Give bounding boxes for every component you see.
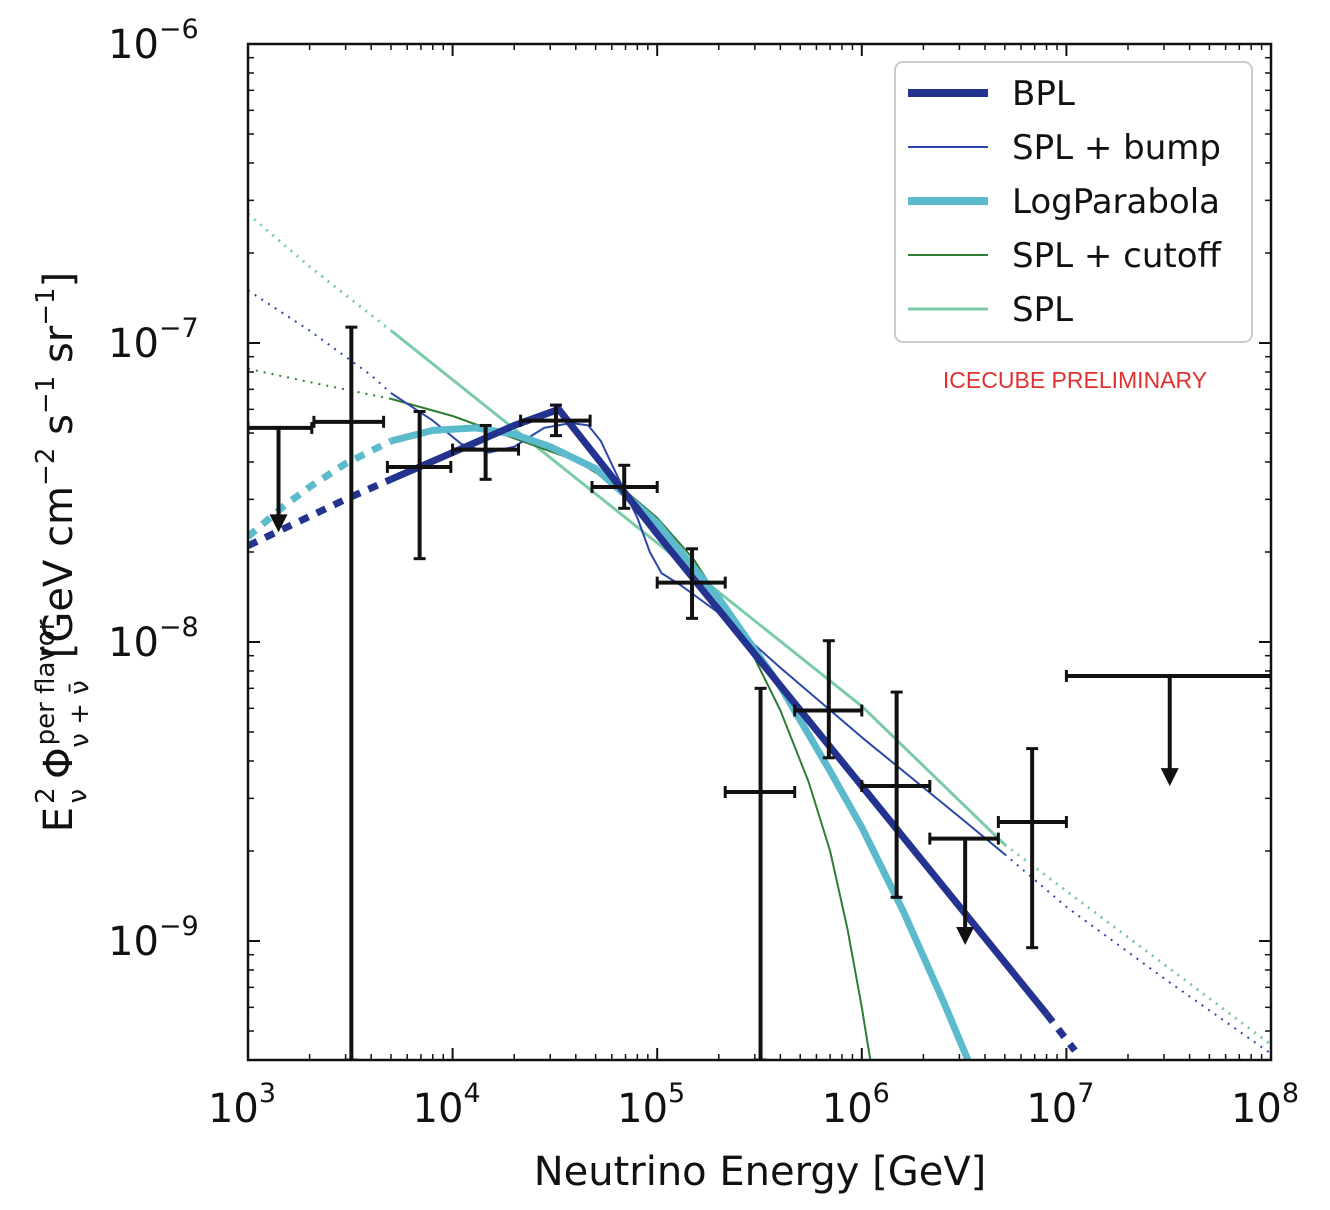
x-tick-label: 104 (413, 1078, 481, 1132)
y-axis-label: E2νΦper flavor ν + ν̄[GeV cm−2 s−1 sr−1] (31, 272, 95, 832)
y-label-e-sub: ν (63, 789, 93, 804)
x-tick-base: 10 (1231, 1086, 1282, 1132)
data-point-1 (248, 421, 314, 533)
y-label-units-close: ] (36, 272, 82, 288)
y-label-phi-sub: ν + ν̄ (65, 680, 95, 747)
y-tick-label: 10−6 (108, 14, 199, 68)
x-tick-base: 10 (413, 1086, 464, 1132)
legend-label-bpl: BPL (1012, 74, 1075, 114)
x-tick-base: 10 (617, 1086, 668, 1132)
y-tick-label: 10−8 (108, 612, 199, 666)
data-point-11 (928, 832, 1000, 946)
legend-label-spl: SPL (1012, 290, 1073, 330)
curve-spl-bump-low-extrapolation (248, 289, 392, 394)
y-tick-base: 10 (108, 919, 159, 965)
x-tick-base: 10 (822, 1086, 873, 1132)
data-point-6 (590, 463, 659, 510)
data-point-upper-limit-arrow (269, 514, 288, 533)
curve-bpl (389, 405, 1050, 1017)
icecube-preliminary-label: ICECUBE PRELIMINARY (943, 367, 1207, 393)
x-tick-base: 10 (1026, 1086, 1077, 1132)
curve-spl-bump (390, 392, 1006, 856)
x-tick-label: 105 (617, 1078, 685, 1132)
curve-logparabola-low-extrapolation (248, 437, 393, 540)
data-point-12 (996, 747, 1068, 950)
data-point-upper-limit-arrow (956, 927, 975, 946)
y-label-phi-sup: per flavor (31, 619, 61, 745)
data-point-9 (793, 639, 864, 760)
y-label-e-sup: 2 (31, 787, 61, 804)
data-point-8 (723, 686, 797, 1060)
x-axis-label: Neutrino Energy [GeV] (534, 1149, 987, 1195)
y-label-e: E (36, 807, 82, 832)
x-tick-label: 108 (1231, 1078, 1299, 1132)
y-label-units: [GeV cm (36, 486, 82, 658)
y-tick-exponent: −8 (159, 612, 199, 643)
x-tick-label: 106 (822, 1078, 890, 1132)
y-label-phi: Φ (36, 747, 82, 778)
x-tick-exponent: 8 (1282, 1078, 1299, 1109)
x-tick-exponent: 3 (259, 1078, 276, 1109)
data-point-4 (451, 423, 521, 481)
curve-bpl-low-extrapolation (248, 476, 393, 549)
y-tick-base: 10 (108, 22, 159, 68)
data-point-13 (1064, 669, 1271, 787)
y-label-units-s: s (36, 414, 82, 448)
y-tick-base: 10 (108, 620, 159, 666)
x-tick-label: 103 (208, 1078, 276, 1132)
data-point-5 (519, 403, 592, 438)
data-point-7 (655, 547, 727, 620)
legend-label-spl-bump: SPL + bump (1012, 128, 1221, 168)
x-tick-exponent: 6 (873, 1078, 890, 1109)
x-tick-label: 107 (1026, 1078, 1094, 1132)
y-tick-label: 10−7 (108, 313, 199, 367)
curve-spl-low-extrapolation (248, 212, 392, 332)
data-points (248, 325, 1271, 1060)
data-point-upper-limit-arrow (1160, 768, 1179, 787)
y-tick-exponent: −7 (159, 313, 199, 344)
y-tick-base: 10 (108, 321, 159, 367)
legend: BPL SPL + bump LogParabola SPL + cutoff SPL (894, 61, 1253, 343)
curve-bpl-high-extrapolation (1043, 1011, 1078, 1053)
y-label-units-exp2: −1 (31, 376, 61, 414)
curve-spl-bump-high-extrapolation (1004, 853, 1271, 1055)
curve-logparabola (390, 424, 972, 1060)
legend-label-spl-cutoff: SPL + cutoff (1012, 236, 1223, 276)
y-tick-exponent: −9 (159, 911, 199, 942)
x-tick-exponent: 5 (668, 1078, 685, 1109)
y-label-units-exp1: −2 (31, 448, 61, 486)
x-tick-exponent: 4 (463, 1078, 480, 1109)
y-label-units-sr: sr (36, 325, 82, 376)
y-tick-exponent: −6 (159, 14, 199, 45)
data-point-3 (385, 410, 453, 561)
x-tick-exponent: 7 (1077, 1078, 1094, 1109)
y-tick-label: 10−9 (108, 911, 199, 965)
legend-box (894, 61, 1253, 343)
data-point-2 (312, 325, 386, 1060)
curve-spl-cutoff-low-extrapolation (248, 367, 392, 400)
x-tick-base: 10 (208, 1086, 259, 1132)
legend-label-logparabola: LogParabola (1012, 182, 1220, 222)
y-label-units-exp3: −1 (31, 287, 61, 325)
data-point-10 (860, 690, 932, 899)
